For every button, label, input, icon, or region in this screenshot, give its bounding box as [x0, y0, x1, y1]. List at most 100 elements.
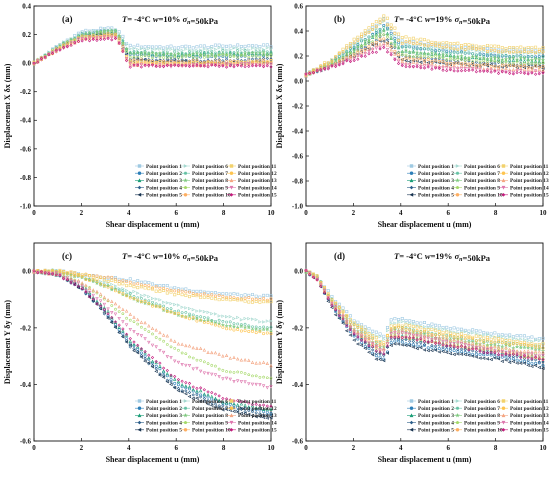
data-point	[121, 36, 125, 41]
data-point	[180, 55, 184, 59]
data-point	[184, 389, 188, 393]
data-point	[117, 317, 121, 321]
data-point	[396, 333, 401, 337]
data-point	[371, 344, 375, 349]
data-point	[139, 61, 144, 66]
data-point	[400, 49, 405, 54]
data-point	[393, 44, 397, 48]
legend-label: Point position 1	[418, 164, 454, 170]
data-point	[400, 36, 404, 40]
data-point	[62, 277, 66, 281]
data-point	[515, 71, 519, 75]
data-point	[348, 55, 352, 59]
data-point	[519, 66, 523, 70]
legend-item: Point position 12	[227, 406, 277, 412]
legend-item: Point position 14	[227, 420, 277, 426]
data-point	[363, 346, 367, 350]
data-point	[482, 59, 486, 62]
data-point	[503, 342, 509, 347]
data-point	[228, 64, 232, 68]
data-point	[180, 45, 184, 49]
legend-swatch-marker	[137, 420, 142, 425]
data-point	[363, 49, 367, 54]
data-point	[356, 335, 360, 339]
data-point	[489, 54, 493, 58]
legend-label: Point position 3	[418, 178, 454, 184]
data-point	[187, 52, 192, 57]
data-point	[102, 302, 107, 307]
data-point	[345, 314, 349, 318]
data-point	[173, 293, 177, 297]
data-point	[183, 314, 188, 319]
data-point	[47, 53, 51, 57]
x-tick-label: 4	[127, 444, 131, 452]
data-point	[448, 334, 452, 338]
data-point	[496, 55, 501, 60]
data-point	[57, 43, 63, 48]
data-point	[239, 58, 243, 63]
data-point	[246, 51, 251, 56]
data-point	[210, 49, 214, 53]
data-point	[445, 61, 449, 65]
data-point	[206, 62, 210, 67]
data-point	[389, 34, 393, 37]
data-point	[158, 298, 162, 302]
data-point	[247, 293, 251, 297]
data-point	[154, 54, 158, 58]
data-point	[459, 67, 464, 71]
legend-label: Point position 13	[238, 413, 277, 419]
data-point	[239, 47, 244, 52]
data-point	[492, 55, 497, 60]
data-point	[426, 62, 430, 66]
data-point	[32, 268, 36, 273]
data-point	[378, 42, 382, 46]
data-point	[191, 387, 195, 392]
data-point	[441, 68, 445, 72]
data-point	[511, 342, 515, 346]
data-point	[136, 350, 140, 354]
data-point	[143, 54, 147, 58]
data-point	[128, 283, 132, 287]
data-point	[243, 49, 247, 52]
data-point	[485, 357, 489, 361]
data-point	[199, 386, 203, 390]
data-point	[199, 59, 203, 63]
data-point	[478, 69, 482, 73]
data-point	[367, 35, 371, 39]
data-point	[400, 327, 405, 332]
data-point	[459, 69, 464, 73]
data-point	[269, 413, 273, 417]
data-point	[199, 44, 203, 48]
data-point	[217, 57, 221, 62]
data-point	[202, 388, 206, 392]
data-point	[400, 337, 404, 342]
data-point	[474, 339, 478, 343]
data-point	[102, 295, 107, 299]
data-point	[363, 341, 367, 345]
data-point	[430, 331, 434, 335]
data-point	[132, 62, 136, 66]
data-point	[537, 346, 542, 351]
data-point	[95, 38, 99, 42]
data-point	[411, 328, 415, 332]
data-point	[489, 56, 494, 61]
data-point	[459, 56, 464, 60]
data-point	[337, 55, 341, 58]
data-point	[404, 343, 408, 348]
legend-item: Point position 4	[135, 185, 182, 191]
data-point	[430, 327, 434, 331]
legend-label: Point position 14	[510, 420, 549, 426]
data-point	[99, 37, 103, 41]
data-point	[243, 65, 247, 69]
data-point	[304, 72, 308, 76]
data-point	[426, 47, 430, 51]
data-point	[478, 52, 482, 56]
data-point	[169, 382, 173, 387]
legend-item: Point position 6	[453, 399, 500, 405]
legend-item: Point position 10	[181, 193, 231, 199]
data-point	[514, 344, 520, 349]
data-point	[389, 26, 393, 30]
data-point	[91, 288, 95, 292]
legend-item: Point position 9	[453, 185, 500, 191]
data-point	[356, 330, 360, 334]
